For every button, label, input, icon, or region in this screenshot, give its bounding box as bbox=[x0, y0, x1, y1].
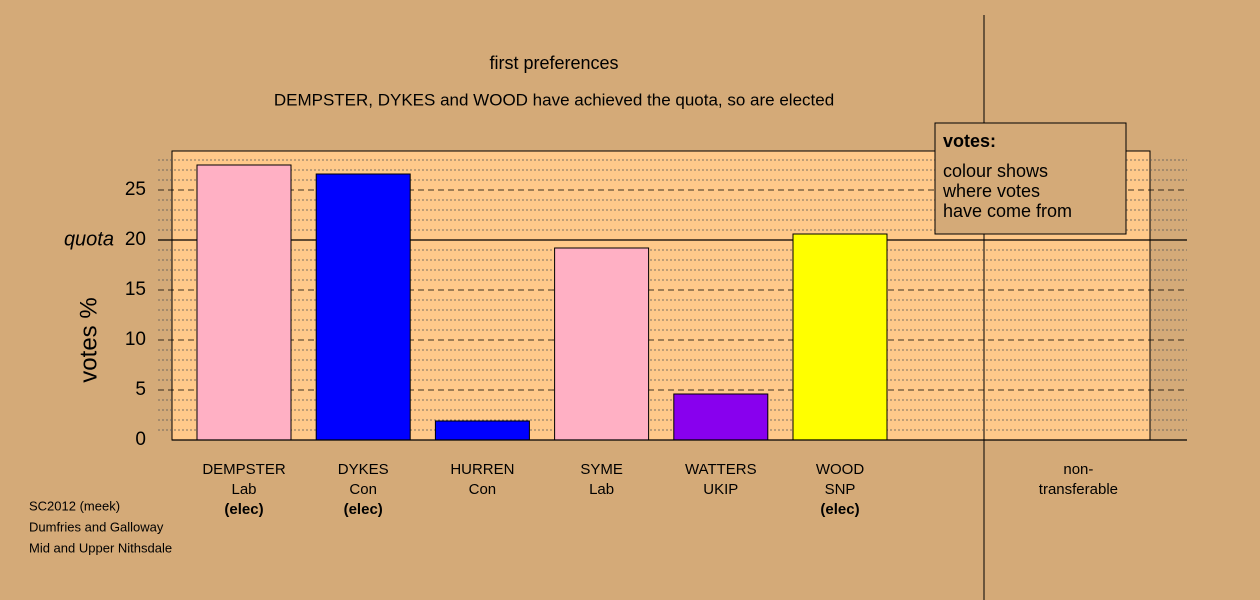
y-tick-label: 15 bbox=[125, 279, 146, 300]
y-tick-label: 20 bbox=[125, 229, 146, 250]
bar bbox=[792, 233, 888, 441]
footnote: Dumfries and Galloway bbox=[29, 519, 164, 534]
bar bbox=[673, 393, 769, 441]
x-tick-label: SYME bbox=[580, 461, 623, 478]
y-tick-label: 25 bbox=[125, 179, 146, 200]
party-label: Lab bbox=[231, 481, 256, 498]
y-tick-label: 0 bbox=[135, 429, 146, 450]
x-tick-label: DEMPSTER bbox=[202, 461, 286, 478]
x-tick-label: non-transferable bbox=[1039, 461, 1118, 498]
y-tick-label: 5 bbox=[135, 379, 146, 400]
bar bbox=[554, 247, 650, 441]
legend-title: votes: bbox=[943, 131, 996, 151]
legend-text: colour shows bbox=[943, 161, 1048, 181]
party-label: Con bbox=[349, 481, 377, 498]
status-label: (elec) bbox=[224, 501, 263, 518]
status-label: (elec) bbox=[820, 501, 859, 518]
party-label: SNP bbox=[825, 481, 856, 498]
bar bbox=[315, 173, 411, 441]
y-axis-title: votes % bbox=[75, 297, 102, 382]
quota-label: quota bbox=[64, 228, 114, 250]
x-tick-label: WOOD bbox=[816, 461, 864, 478]
chart-subtitle: DEMPSTER, DYKES and WOOD have achieved t… bbox=[274, 90, 834, 109]
x-tick-label: DYKES bbox=[338, 461, 389, 478]
party-label: Lab bbox=[589, 481, 614, 498]
bar bbox=[434, 420, 530, 441]
y-tick-label: 10 bbox=[125, 329, 146, 350]
party-label: UKIP bbox=[703, 481, 738, 498]
party-label: Con bbox=[469, 481, 497, 498]
x-tick-label: WATTERS bbox=[685, 461, 757, 478]
footnote: SC2012 (meek) bbox=[29, 498, 120, 513]
chart-title: first preferences bbox=[489, 53, 618, 73]
bar bbox=[196, 164, 292, 441]
x-tick-label: HURREN bbox=[450, 461, 514, 478]
status-label: (elec) bbox=[344, 501, 383, 518]
legend-text: where votes bbox=[942, 181, 1040, 201]
legend-text: have come from bbox=[943, 201, 1072, 221]
footnote: Mid and Upper Nithsdale bbox=[29, 540, 172, 555]
legend-box bbox=[934, 122, 1127, 235]
